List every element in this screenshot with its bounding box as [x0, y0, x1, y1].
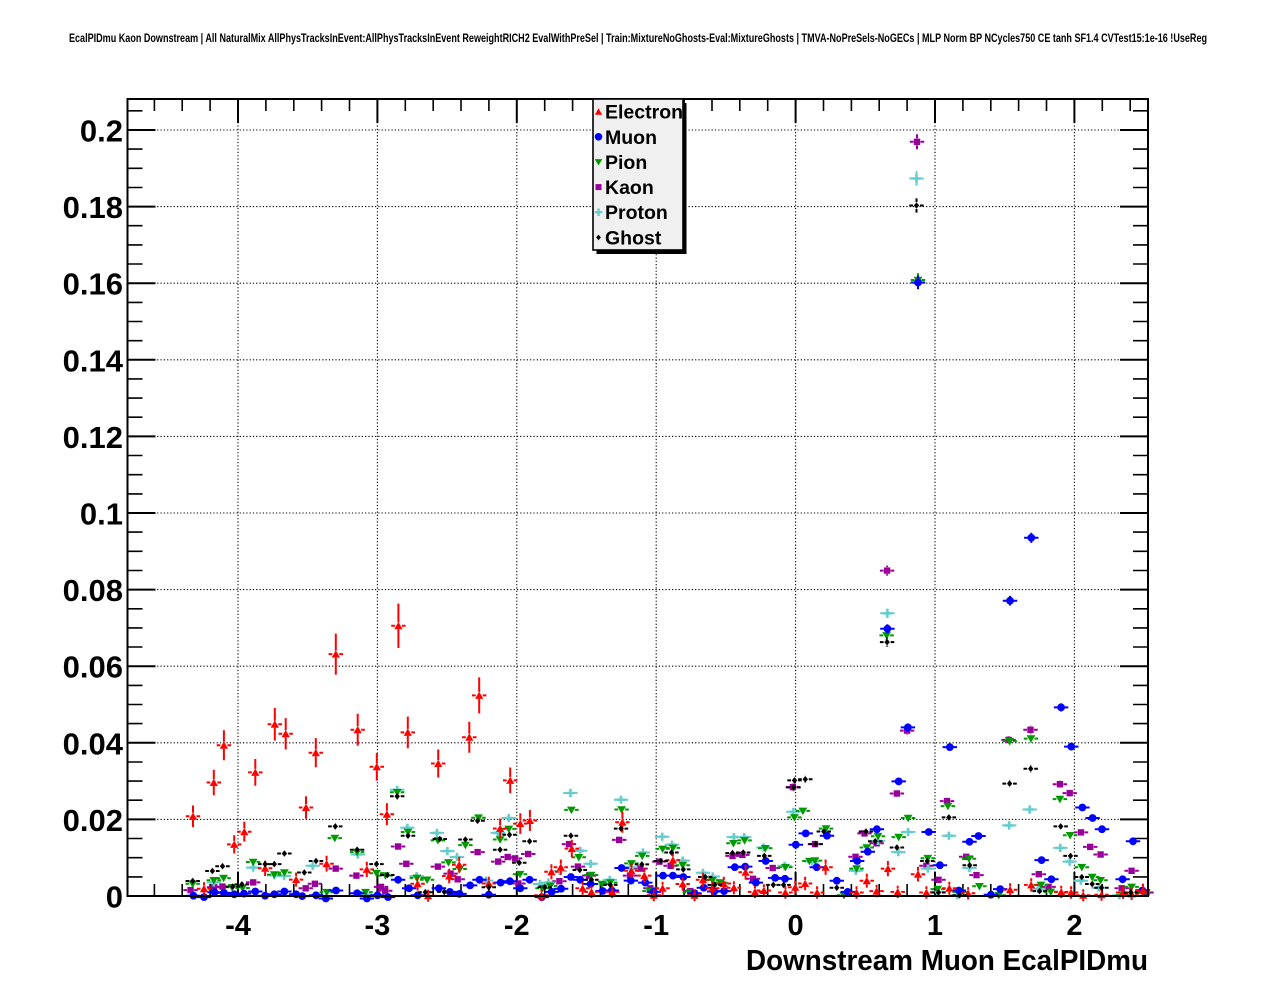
- svg-text:0.08: 0.08: [63, 573, 123, 608]
- svg-text:0.06: 0.06: [63, 650, 123, 685]
- svg-text:0.18: 0.18: [63, 190, 123, 225]
- svg-text:Electron: Electron: [605, 102, 683, 124]
- svg-text:-3: -3: [365, 910, 391, 942]
- svg-text:Ghost: Ghost: [605, 227, 662, 249]
- svg-text:0.14: 0.14: [63, 343, 124, 378]
- svg-text:0.1: 0.1: [80, 497, 123, 532]
- svg-text:2: 2: [1066, 910, 1082, 942]
- svg-text:0.04: 0.04: [63, 726, 124, 761]
- svg-text:0.2: 0.2: [80, 114, 123, 149]
- svg-text:Downstream Muon EcalPIDmu: Downstream Muon EcalPIDmu: [746, 945, 1148, 977]
- svg-text:Kaon: Kaon: [605, 177, 654, 199]
- svg-text:-1: -1: [643, 910, 669, 942]
- svg-text:1: 1: [927, 910, 943, 942]
- svg-text:0: 0: [788, 910, 804, 942]
- svg-text:0.12: 0.12: [63, 420, 123, 455]
- svg-text:0.16: 0.16: [63, 267, 123, 302]
- svg-text:0.02: 0.02: [63, 803, 123, 838]
- svg-text:-4: -4: [225, 910, 251, 942]
- svg-text:Pion: Pion: [605, 152, 647, 174]
- svg-text:Muon: Muon: [605, 127, 657, 149]
- svg-text:EcalPIDmu Kaon Downstream | Al: EcalPIDmu Kaon Downstream | All NaturalM…: [69, 31, 1207, 45]
- svg-text:-2: -2: [504, 910, 530, 942]
- svg-text:Proton: Proton: [605, 202, 668, 224]
- svg-text:0: 0: [106, 880, 123, 915]
